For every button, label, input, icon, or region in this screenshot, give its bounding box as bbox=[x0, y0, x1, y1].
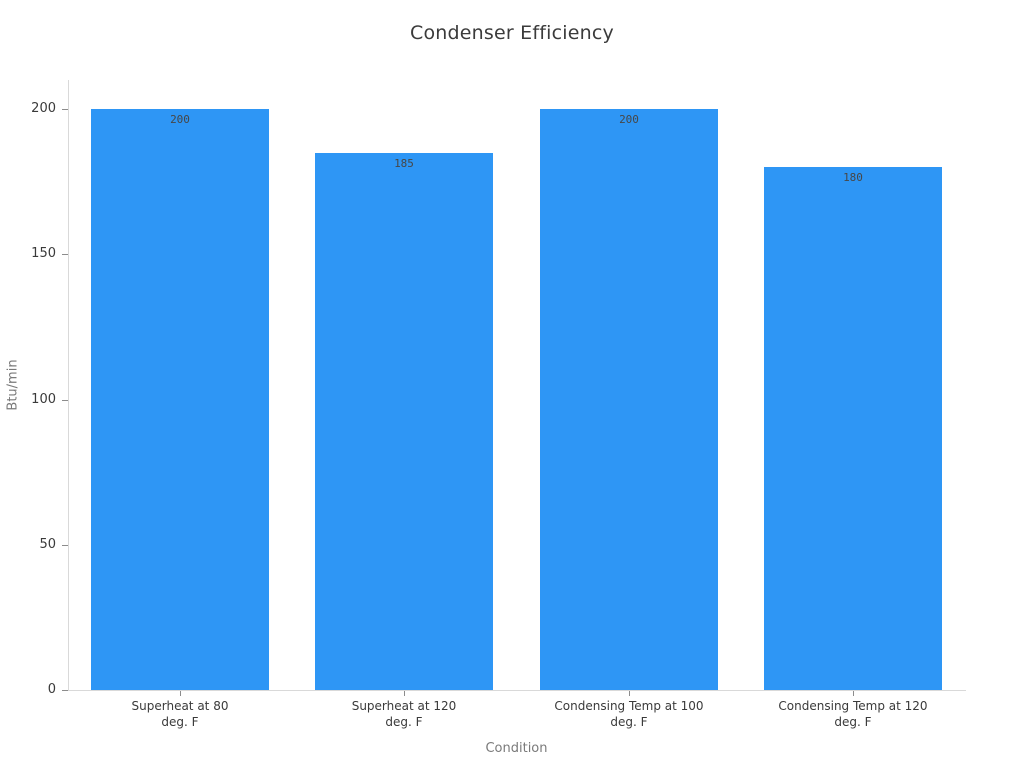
bar-value-label: 180 bbox=[843, 171, 863, 184]
chart-title: Condenser Efficiency bbox=[410, 22, 614, 44]
x-tick-label: Condensing Temp at 100 deg. F bbox=[554, 699, 704, 729]
y-tick-mark bbox=[62, 545, 68, 546]
x-tick-label: Superheat at 120 deg. F bbox=[351, 699, 457, 729]
x-axis-title: Condition bbox=[485, 741, 548, 756]
bar: 185 bbox=[315, 153, 493, 690]
y-tick-label: 200 bbox=[31, 101, 56, 116]
bar-value-label: 185 bbox=[394, 157, 414, 170]
y-tick-mark bbox=[62, 400, 68, 401]
x-tick-label: Condensing Temp at 120 deg. F bbox=[778, 699, 928, 729]
y-tick-label: 50 bbox=[39, 537, 56, 552]
bar: 180 bbox=[764, 167, 942, 690]
plot-area bbox=[68, 80, 966, 691]
bar-value-label: 200 bbox=[170, 113, 190, 126]
y-tick-mark bbox=[62, 254, 68, 255]
y-tick-mark bbox=[62, 690, 68, 691]
x-tick-mark bbox=[629, 691, 630, 696]
bar-value-label: 200 bbox=[619, 113, 639, 126]
x-tick-mark bbox=[404, 691, 405, 696]
x-tick-mark bbox=[853, 691, 854, 696]
y-tick-label: 150 bbox=[31, 246, 56, 261]
y-tick-mark bbox=[62, 109, 68, 110]
y-tick-label: 0 bbox=[47, 682, 56, 697]
x-tick-mark bbox=[180, 691, 181, 696]
x-tick-label: Superheat at 80 deg. F bbox=[131, 699, 229, 729]
bar: 200 bbox=[540, 109, 718, 690]
bar: 200 bbox=[91, 109, 269, 690]
y-tick-label: 100 bbox=[31, 392, 56, 407]
